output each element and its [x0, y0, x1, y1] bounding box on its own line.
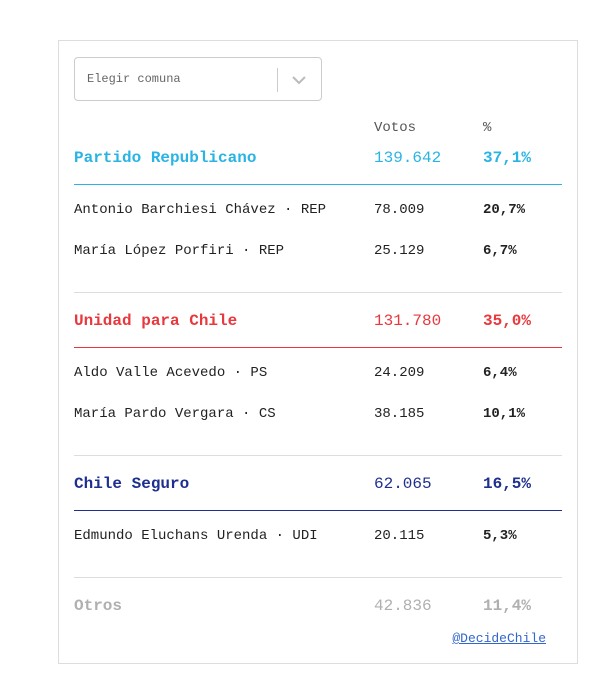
party-votes: 131.780	[374, 312, 442, 330]
party-percent: 11,4%	[483, 597, 532, 615]
dropdown-placeholder: Elegir comuna	[87, 72, 181, 86]
candidate-votes: 78.009	[374, 202, 425, 218]
dropdown-divider	[277, 68, 278, 92]
party-votes: 42.836	[374, 597, 432, 615]
candidate-percent: 6,4%	[483, 365, 517, 381]
header-votes: Votos	[374, 120, 417, 136]
party-percent: 16,5%	[483, 475, 532, 493]
dropdown[interactable]: Elegir comuna	[74, 57, 322, 101]
party-name: Partido Republicano	[74, 149, 257, 167]
party-name: Unidad para Chile	[74, 312, 238, 330]
dropdown-arrow	[292, 76, 306, 85]
candidate-votes: 24.209	[374, 365, 425, 381]
header-percent: %	[483, 120, 492, 136]
candidate-votes: 38.185	[374, 406, 425, 422]
separator	[74, 577, 562, 578]
candidate-name: Antonio Barchiesi Chávez · REP	[74, 202, 327, 218]
party-rule	[74, 510, 562, 511]
party-percent: 35,0%	[483, 312, 532, 330]
party-votes: 139.642	[374, 149, 442, 167]
separator	[74, 455, 562, 456]
party-percent: 37,1%	[483, 149, 532, 167]
separator	[74, 292, 562, 293]
party-rule	[74, 184, 562, 185]
candidate-name: María López Porfiri · REP	[74, 243, 285, 259]
candidate-percent: 6,7%	[483, 243, 517, 259]
candidate-percent: 5,3%	[483, 528, 517, 544]
candidate-name: María Pardo Vergara · CS	[74, 406, 276, 422]
candidate-votes: 20.115	[374, 528, 425, 544]
party-name: Otros	[74, 597, 123, 615]
party-votes: 62.065	[374, 475, 432, 493]
candidate-name: Edmundo Eluchans Urenda · UDI	[74, 528, 318, 544]
candidate-percent: 10,1%	[483, 406, 526, 422]
candidate-votes: 25.129	[374, 243, 425, 259]
card	[58, 40, 578, 664]
party-name: Chile Seguro	[74, 475, 190, 493]
party-rule	[74, 347, 562, 348]
candidate-percent: 20,7%	[483, 202, 526, 218]
candidate-name: Aldo Valle Acevedo · PS	[74, 365, 268, 381]
credit-link[interactable]: @DecideChile	[452, 631, 546, 646]
